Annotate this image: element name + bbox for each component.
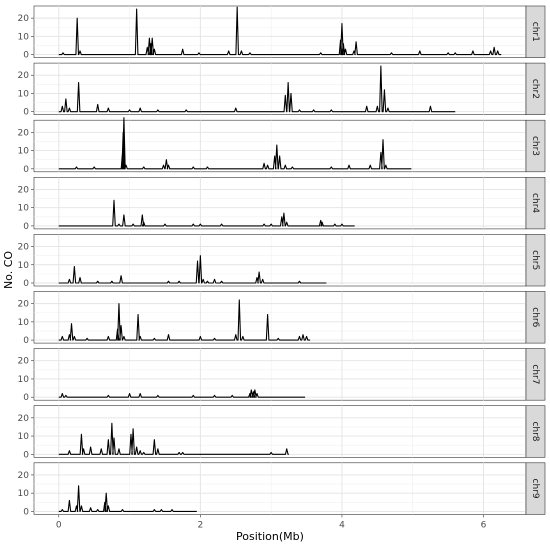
y-tick-label: 20 <box>18 414 30 424</box>
y-tick-label: 10 <box>18 204 30 214</box>
y-tick-label: 10 <box>18 375 30 385</box>
y-tick-label: 10 <box>18 32 30 42</box>
y-tick-label: 20 <box>18 357 30 367</box>
y-tick-label: 0 <box>23 336 29 346</box>
y-tick-label: 10 <box>18 261 30 271</box>
facet-strip-label: chr4 <box>530 193 540 213</box>
facet-strip-label: chr7 <box>530 364 540 384</box>
co-series-line-chr6 <box>58 299 311 341</box>
y-tick-label: 10 <box>18 318 30 328</box>
facet-panels: 01020chr101020chr201020chr301020chr40102… <box>18 5 546 530</box>
panel-background <box>33 177 527 230</box>
panel-background <box>33 62 527 115</box>
facet-strip <box>525 405 546 458</box>
y-tick-label: 20 <box>18 71 30 81</box>
facet-strip-label: chr6 <box>530 307 540 327</box>
co-series-line-chr5 <box>58 255 327 284</box>
facet-strip <box>525 62 546 115</box>
facet-strip <box>525 462 546 515</box>
facet-strip <box>525 234 546 287</box>
panel-background <box>33 462 527 515</box>
y-tick-label: 10 <box>18 432 30 442</box>
x-axis-title: Position(Mb) <box>236 530 304 543</box>
facet-panel-chr8: 0 10 20 chr8 <box>18 405 546 460</box>
facet-strip-label: chr1 <box>530 22 540 42</box>
y-tick-label: 20 <box>18 185 30 195</box>
facet-panel-chr3: 0 10 20 chr3 <box>18 117 546 175</box>
facet-strip <box>525 291 546 344</box>
y-tick-label: 10 <box>18 89 30 99</box>
y-tick-label: 0 <box>23 51 29 61</box>
y-tick-label: 0 <box>23 393 29 403</box>
y-tick-label: 20 <box>18 14 30 24</box>
y-tick-label: 10 <box>18 489 30 499</box>
facet-panel-chr7: 0 10 20 chr7 <box>18 348 546 403</box>
facet-strip-label: chr5 <box>530 250 540 270</box>
y-tick-label: 20 <box>18 300 30 310</box>
facet-strip-label: chr3 <box>530 136 540 156</box>
y-tick-label: 0 <box>23 507 29 517</box>
x-tick-label: 6 <box>481 520 487 530</box>
facet-panel-chr6: 0 10 20 chr6 <box>18 291 546 346</box>
facet-strip <box>525 5 546 58</box>
facet-strip-label: chr9 <box>530 479 540 499</box>
co-series-line-chr8 <box>58 422 289 455</box>
x-tick-label: 0 <box>56 520 62 530</box>
facet-panel-chr4: 0 10 20 chr4 <box>18 177 546 232</box>
x-tick-label: 4 <box>339 520 345 530</box>
y-axis-title: No. CO <box>2 251 15 289</box>
facet-strip-label: chr2 <box>530 79 540 99</box>
y-tick-label: 20 <box>18 471 30 481</box>
panel-background <box>33 5 527 58</box>
y-tick-label: 20 <box>18 128 30 138</box>
y-tick-label: 0 <box>23 279 29 289</box>
co-series-line-chr4 <box>58 199 355 227</box>
facet-panel-chr2: 0 10 20 chr2 <box>18 62 546 118</box>
co-series-line-chr1 <box>58 6 502 56</box>
facet-strip <box>525 348 546 401</box>
y-tick-label: 0 <box>23 165 29 175</box>
x-tick-label: 2 <box>197 520 203 530</box>
co-series-line-chr2 <box>58 65 456 113</box>
y-tick-label: 0 <box>23 222 29 232</box>
co-series-line-chr7 <box>58 389 306 398</box>
co-series-line-chr9 <box>58 485 197 512</box>
co-series-line-chr3 <box>58 117 412 170</box>
panel-background <box>33 348 527 401</box>
facet-strip <box>525 119 546 173</box>
y-tick-label: 10 <box>18 147 30 157</box>
facet-strip-label: chr8 <box>530 421 540 441</box>
facet-strip <box>525 177 546 230</box>
y-tick-label: 0 <box>23 108 29 118</box>
panel-background <box>33 234 527 287</box>
y-tick-label: 0 <box>23 450 29 460</box>
facet-panel-chr1: 0 10 20 chr1 <box>18 5 546 61</box>
panel-background <box>33 291 527 344</box>
facet-panel-chr9: 0 10 20 chr9 <box>18 462 546 517</box>
facet-panel-chr5: 0 10 20 chr5 <box>18 234 546 289</box>
y-tick-label: 20 <box>18 243 30 253</box>
